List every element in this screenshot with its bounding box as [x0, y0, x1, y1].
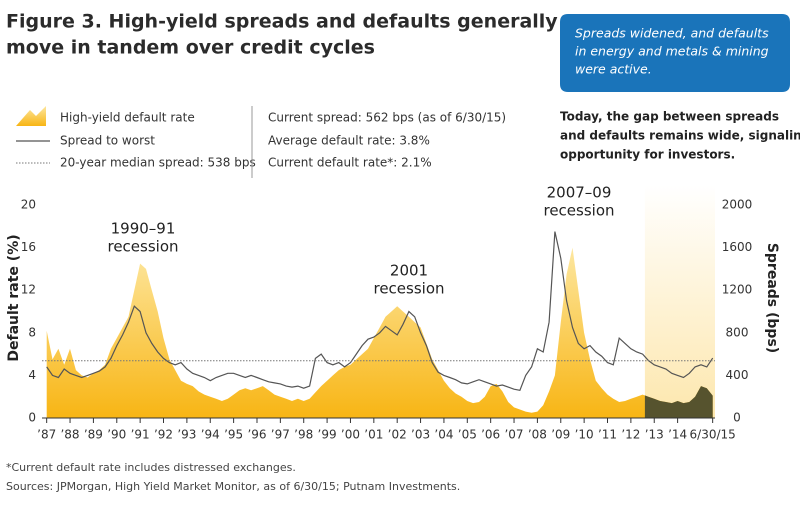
- note-text: Today, the gap between spreads: [560, 110, 779, 124]
- x-tick-label: ’90: [107, 428, 126, 442]
- y-tick-label: 4: [28, 368, 36, 382]
- y2-tick-label: 0: [733, 411, 741, 425]
- legend-label: 20-year median spread: 538 bps: [60, 156, 256, 170]
- legend-swatch: [16, 106, 46, 126]
- footnote: Sources: JPMorgan, High Yield Market Mon…: [6, 480, 460, 493]
- x-tick-label: ’01: [364, 428, 383, 442]
- x-tick-label: ’03: [411, 428, 430, 442]
- y-tick-label: 8: [28, 325, 36, 339]
- x-tick-label: ’98: [294, 428, 313, 442]
- x-tick-label: ’09: [551, 428, 570, 442]
- annotation: recession: [543, 202, 614, 220]
- x-tick-label: ’92: [154, 428, 173, 442]
- stat-text: Current default rate*: 2.1%: [268, 156, 432, 170]
- annotation: 1990–91: [111, 220, 176, 238]
- y2-axis-title: Spreads (bps): [764, 243, 780, 353]
- callout-text: in energy and metals & mining: [575, 44, 769, 59]
- highlight-region: [644, 185, 715, 418]
- x-tick-label: ’10: [575, 428, 594, 442]
- x-tick-label: ’91: [131, 428, 150, 442]
- x-tick-label: ’02: [388, 428, 407, 442]
- annotation: 2007–09: [547, 184, 612, 202]
- y-tick-label: 16: [21, 240, 36, 254]
- annotation: recession: [373, 280, 444, 298]
- stat-text: Current spread: 562 bps (as of 6/30/15): [268, 111, 506, 125]
- legend-label: High-yield default rate: [60, 111, 195, 125]
- y2-tick-label: 400: [726, 368, 749, 382]
- y-tick-label: 20: [21, 198, 36, 212]
- x-tick-label: 6/30/15: [690, 428, 736, 442]
- footnote: *Current default rate includes distresse…: [6, 461, 296, 474]
- chart-title: Figure 3. High-yield spreads and default…: [6, 11, 558, 33]
- annotation: recession: [107, 238, 178, 256]
- x-tick-label: ’87: [37, 428, 56, 442]
- note-text: and defaults remains wide, signaling: [560, 129, 800, 143]
- x-tick-label: ’00: [341, 428, 360, 442]
- x-tick-label: ’14: [668, 428, 687, 442]
- x-tick-label: ’94: [201, 428, 220, 442]
- x-tick-label: ’12: [621, 428, 640, 442]
- x-tick-label: ’07: [504, 428, 523, 442]
- spread-line: [46, 231, 714, 391]
- x-tick-label: ’11: [598, 428, 617, 442]
- y2-tick-label: 1200: [722, 283, 753, 297]
- y2-tick-label: 2000: [722, 198, 753, 212]
- y-tick-label: 12: [21, 283, 36, 297]
- x-tick-label: ’95: [224, 428, 243, 442]
- x-tick-label: ’05: [458, 428, 477, 442]
- note-text: opportunity for investors.: [560, 148, 735, 162]
- x-tick-label: ’93: [177, 428, 196, 442]
- x-tick-label: ’96: [247, 428, 266, 442]
- x-tick-label: ’99: [318, 428, 337, 442]
- x-tick-label: ’88: [60, 428, 79, 442]
- y2-tick-label: 1600: [722, 240, 753, 254]
- x-tick-label: ’97: [271, 428, 290, 442]
- chart-title: move in tandem over credit cycles: [6, 37, 375, 59]
- callout-text: were active.: [575, 62, 652, 77]
- x-tick-label: ’89: [84, 428, 103, 442]
- x-tick-label: ’04: [434, 428, 453, 442]
- x-tick-label: ’08: [528, 428, 547, 442]
- x-tick-label: ’06: [481, 428, 500, 442]
- callout-text: Spreads widened, and defaults: [575, 26, 769, 41]
- y-axis-title: Default rate (%): [6, 234, 22, 361]
- x-tick-label: ’13: [645, 428, 664, 442]
- annotation: 2001: [390, 262, 428, 280]
- y2-tick-label: 800: [726, 325, 749, 339]
- legend-label: Spread to worst: [60, 134, 155, 148]
- default-area-highlight: [644, 386, 713, 418]
- callout-box: [560, 14, 790, 92]
- stat-text: Average default rate: 3.8%: [268, 134, 430, 148]
- y-tick-label: 0: [28, 411, 36, 425]
